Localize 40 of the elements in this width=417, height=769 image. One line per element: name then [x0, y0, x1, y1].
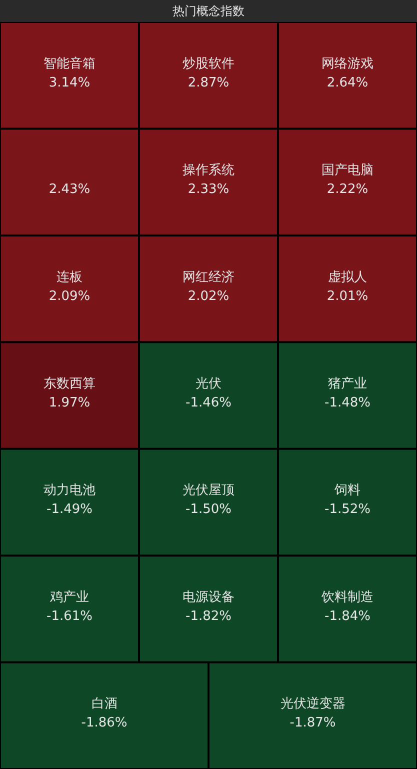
category-label: 光伏: [196, 376, 222, 392]
category-label: 连板: [56, 270, 82, 285]
data-label: 2.01%: [326, 288, 368, 304]
data-label: 2.02%: [188, 288, 230, 304]
data-label: 3.14%: [48, 75, 90, 90]
data-label: -1.84%: [324, 608, 370, 624]
data-label: -1.52%: [324, 502, 370, 518]
data-label: 2.33%: [188, 182, 230, 198]
category-label: 白酒: [91, 696, 118, 712]
text: 热门概念指数: [172, 4, 244, 18]
data-label: -1.48%: [324, 396, 370, 410]
category-label: 光伏逆变器: [280, 696, 346, 712]
category-label: 饲料: [334, 483, 360, 498]
data-label: -1.49%: [46, 502, 92, 518]
category-label: 网络游戏: [322, 56, 374, 72]
data-label: 1.97%: [48, 396, 90, 410]
data-label: 2.22%: [326, 182, 368, 198]
data-label: 2.64%: [326, 75, 368, 90]
data-label: 2.43%: [48, 182, 90, 198]
category-label: 鸡产业: [49, 590, 89, 605]
category-label: 国产电脑: [322, 163, 374, 178]
data-label: -1.87%: [290, 716, 336, 731]
data-label: 2.09%: [48, 288, 90, 304]
category-label: 东数西算: [44, 376, 96, 392]
data-label: -1.46%: [186, 396, 232, 410]
data-label: -1.61%: [46, 608, 92, 624]
data-label: -1.82%: [186, 608, 232, 624]
category-label: 猪产业: [328, 376, 367, 392]
category-label: 动力电池: [44, 483, 96, 498]
data-label: -1.50%: [186, 502, 232, 518]
category-label: 电源设备: [182, 590, 234, 605]
category-label: 饮料制造: [320, 590, 374, 605]
category-label: 光伏屋顶: [182, 483, 234, 498]
category-label: 网红经济: [182, 270, 234, 285]
data-label: 2.87%: [188, 75, 230, 90]
category-label: 虚拟人: [328, 270, 367, 285]
category-label: 智能音箱: [44, 56, 96, 72]
category-label: 操作系统: [182, 163, 234, 178]
data-label: -1.86%: [81, 716, 128, 731]
category-label: 炒股软件: [182, 56, 234, 72]
